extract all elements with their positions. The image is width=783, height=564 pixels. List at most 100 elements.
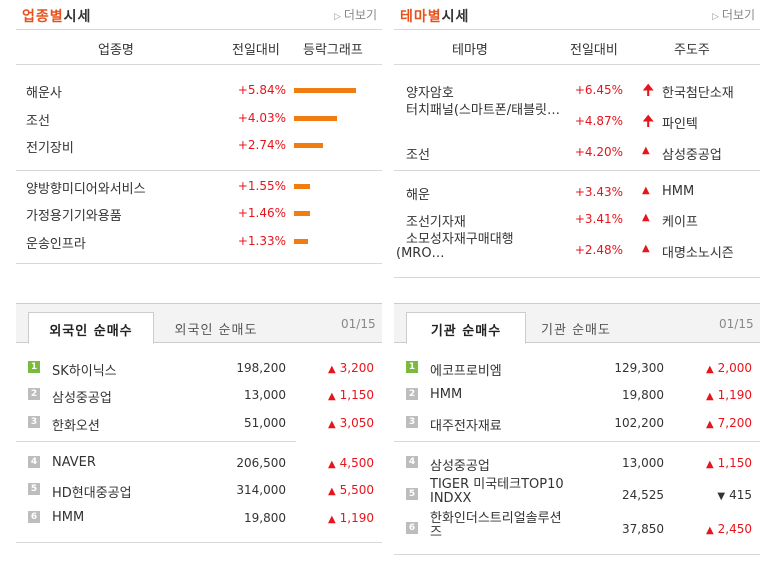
date-label: 01/15 (719, 317, 754, 331)
more-icon: ▷ (712, 12, 719, 22)
panel-bottom-line (394, 554, 760, 555)
amount-value: 415 (729, 488, 752, 502)
amount-value: 2,000 (717, 361, 752, 375)
rank-badge: 4 (28, 456, 40, 468)
change-rate: +1.55% (237, 179, 286, 193)
theme-name[interactable]: 터치패널(스마트폰/태블릿… (406, 103, 561, 118)
table-row[interactable]: 3 한화오션 51,000 ▲ 3,050 (16, 411, 382, 435)
stock-name[interactable]: HMM (430, 387, 463, 402)
more-icon: ▷ (334, 12, 341, 22)
amount-value: 1,150 (717, 456, 752, 470)
stock-name[interactable]: 삼성중공업 (430, 459, 490, 474)
up-triangle-icon: ▲ (327, 459, 336, 470)
row-divider (16, 441, 296, 442)
institution-tabbar: 기관 순매수 기관 순매도 01/15 (394, 303, 760, 344)
change-bar (294, 143, 323, 148)
leading-stock-link[interactable]: 대명소노시즌 (662, 246, 734, 261)
theme-name[interactable]: 조선기자재 (406, 215, 466, 230)
table-row[interactable]: 운송인프라 +1.33% (16, 229, 382, 253)
stock-name[interactable]: SK하이닉스 (52, 364, 117, 379)
table-row[interactable]: 5 HD현대중공업 314,000 ▲ 5,500 (16, 478, 382, 502)
industry-name[interactable]: 전기장비 (26, 141, 74, 156)
theme-name[interactable]: 조선 (406, 148, 430, 163)
table-row[interactable]: 전기장비 +2.74% (16, 133, 382, 157)
stock-price: 13,000 (244, 388, 286, 402)
table-row[interactable]: 양방향미디어와서비스 +1.55% (16, 174, 382, 198)
up-triangle-icon: ▲ (327, 364, 336, 375)
leading-stock-link[interactable]: 삼성중공업 (662, 148, 722, 163)
industry-more-link[interactable]: ▷ 더보기 (334, 8, 378, 22)
tab-foreign-buy[interactable]: 외국인 순매수 (28, 312, 154, 344)
up-arrow-icon: 🠉 (642, 112, 655, 130)
industry-name[interactable]: 양방향미디어와서비스 (26, 182, 146, 197)
table-row[interactable]: 조선기자재 +3.41% ▲ 케이프 (394, 207, 760, 231)
table-row[interactable]: 조선 +4.20% ▲ 삼성중공업 (394, 140, 760, 164)
foreign-panel: 외국인 순매수 외국인 순매도 01/15 1 SK하이닉스 198,200 ▲ 3,2… (16, 303, 382, 548)
change-bar (294, 211, 310, 216)
table-row[interactable]: 6 HMM 19,800 ▲ 1,190 (16, 506, 382, 530)
rank-badge: 4 (406, 456, 418, 468)
change-amount: ▲ 1,150 (684, 456, 752, 470)
leading-stock-link[interactable]: 파인텍 (662, 117, 698, 132)
stock-name[interactable]: NAVER (52, 455, 96, 470)
table-row[interactable]: 조선 +4.03% (16, 106, 382, 130)
stock-price: 37,850 (622, 522, 664, 536)
tab-foreign-sell[interactable]: 외국인 순매도 (174, 323, 258, 338)
theme-header: 테마명 전일대비 주도주 (394, 29, 760, 65)
stock-name[interactable]: 삼성중공업 (52, 391, 112, 406)
tab-institution-sell[interactable]: 기관 순매도 (541, 323, 611, 338)
stock-price: 314,000 (236, 483, 286, 497)
table-row[interactable]: 양자암호 +6.45% 🠉 한국첨단소재 (394, 78, 760, 102)
table-row[interactable]: 2 HMM 19,800 ▲ 1,190 (394, 383, 760, 407)
table-row[interactable]: 6 한화인더스트리얼솔루션즈 37,850 ▲ 2,450 (394, 512, 760, 541)
table-row[interactable]: 3 대주전자재료 102,200 ▲ 7,200 (394, 411, 760, 435)
change-amount: ▲ 3,200 (306, 361, 374, 375)
leading-stock-link[interactable]: 한국첨단소재 (662, 86, 734, 101)
amount-value: 2,450 (717, 522, 752, 536)
table-row[interactable]: 소모성자재구매대행(MRO… +2.48% ▲ 대명소노시즌 (394, 233, 760, 262)
leading-stock-link[interactable]: HMM (662, 184, 695, 199)
stock-name[interactable]: 한화오션 (52, 419, 100, 434)
industry-name[interactable]: 조선 (26, 114, 50, 129)
change-rate: +5.84% (237, 83, 286, 97)
change-amount: ▲ 5,500 (306, 483, 374, 497)
table-row[interactable]: 5 TIGER 미국테크TOP10 INDXX 24,525 ▼ 415 (394, 478, 760, 507)
industry-name[interactable]: 해운사 (26, 86, 62, 101)
row-divider (394, 170, 760, 171)
stock-name[interactable]: 대주전자재료 (430, 419, 502, 434)
table-row[interactable]: 4 NAVER 206,500 ▲ 4,500 (16, 451, 382, 475)
stock-price: 13,000 (622, 456, 664, 470)
amount-value: 4,500 (339, 456, 374, 470)
change-rate: +3.43% (574, 185, 623, 199)
up-triangle-icon: ▲ (327, 486, 336, 497)
table-row[interactable]: 터치패널(스마트폰/태블릿… +4.87% 🠉 파인텍 (394, 104, 760, 133)
leading-stock-link[interactable]: 케이프 (662, 215, 698, 230)
theme-panel: 테마별시세 ▷ 더보기 테마명 전일대비 주도주 양자암호 +6.45% 🠉 한국첨단소… (394, 0, 760, 280)
change-rate: +4.20% (574, 145, 623, 159)
industry-name[interactable]: 가정용기기와용품 (26, 209, 122, 224)
theme-more-link[interactable]: ▷ 더보기 (712, 8, 756, 22)
change-amount: ▼ 415 (684, 488, 752, 502)
stock-name[interactable]: 한화인더스트리얼솔루션즈 (430, 511, 562, 540)
theme-name[interactable]: 해운 (406, 188, 430, 203)
table-row[interactable]: 해운 +3.43% ▲ HMM (394, 180, 760, 204)
theme-name[interactable]: 양자암호 (406, 86, 454, 101)
rank-badge: 1 (406, 361, 418, 373)
theme-name[interactable]: 소모성자재구매대행(MRO… (396, 232, 514, 261)
table-row[interactable]: 해운사 +5.84% (16, 78, 382, 102)
rank-badge: 3 (28, 416, 40, 428)
table-row[interactable]: 1 SK하이닉스 198,200 ▲ 3,200 (16, 356, 382, 380)
stock-name[interactable]: 에코프로비엠 (430, 364, 502, 379)
table-row[interactable]: 4 삼성중공업 13,000 ▲ 1,150 (394, 451, 760, 475)
table-row[interactable]: 1 에코프로비엠 129,300 ▲ 2,000 (394, 356, 760, 380)
amount-value: 5,500 (339, 483, 374, 497)
amount-value: 1,190 (717, 388, 752, 402)
industry-title: 업종별시세 (22, 9, 92, 25)
stock-name[interactable]: HMM (52, 510, 85, 525)
tab-institution-buy[interactable]: 기관 순매수 (406, 312, 526, 344)
industry-name[interactable]: 운송인프라 (26, 237, 86, 252)
table-row[interactable]: 2 삼성중공업 13,000 ▲ 1,150 (16, 383, 382, 407)
stock-name[interactable]: TIGER 미국테크TOP10 INDXX (430, 477, 564, 506)
table-row[interactable]: 가정용기기와용품 +1.46% (16, 201, 382, 225)
stock-name[interactable]: HD현대중공업 (52, 486, 132, 501)
